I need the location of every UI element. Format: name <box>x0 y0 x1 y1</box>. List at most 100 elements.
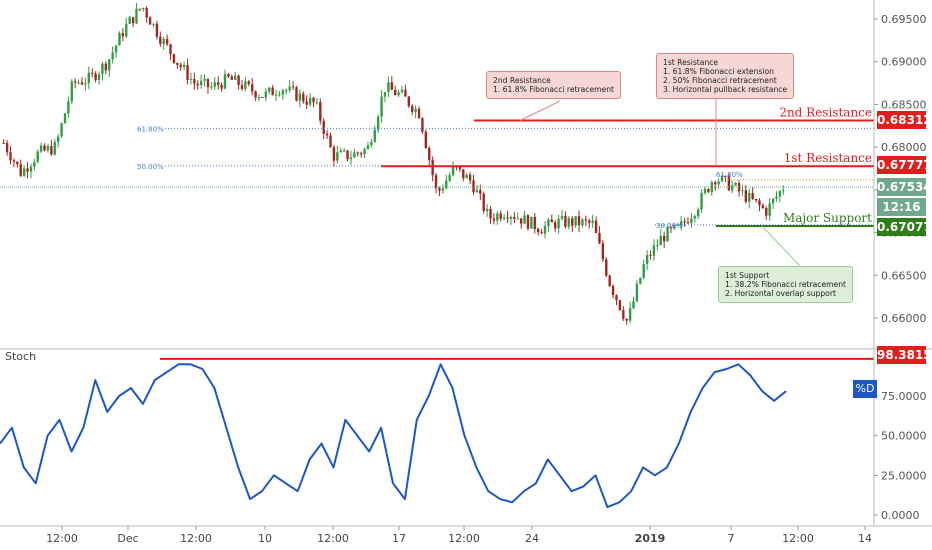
candle-body <box>114 45 118 53</box>
candle-body <box>97 74 101 81</box>
candle-body <box>108 59 111 71</box>
candle-body <box>482 193 485 212</box>
time-tick-label: 7 <box>728 532 735 545</box>
stoch-title: Stoch <box>5 350 36 363</box>
candle-body <box>611 286 615 296</box>
candle-body <box>373 129 376 142</box>
candle-body <box>179 64 182 68</box>
candle-body <box>434 175 438 189</box>
candle-body <box>196 83 199 86</box>
candle-body <box>121 33 125 37</box>
candle-body <box>567 218 571 227</box>
candle-body <box>26 168 29 172</box>
price-tick-label: 0.68500 <box>881 98 927 111</box>
candle-body <box>526 215 530 229</box>
candle-body <box>707 188 710 192</box>
candle-body <box>319 102 322 121</box>
tag-2nd-resistance: 0.68312 <box>877 111 932 129</box>
candle-body <box>441 188 445 191</box>
candle-body <box>216 82 220 85</box>
price-tick-label: 0.68000 <box>881 141 927 154</box>
candle-body <box>635 283 639 302</box>
candle-body <box>162 38 165 44</box>
candle-body <box>383 91 387 97</box>
candle-body <box>536 229 540 233</box>
candle-body <box>186 65 189 80</box>
candle-body <box>686 222 690 224</box>
candle-body <box>251 84 254 92</box>
candle-body <box>574 216 577 226</box>
candle-body <box>618 300 622 311</box>
candle-body <box>458 167 462 170</box>
candle-body <box>428 148 431 160</box>
candle-body <box>152 23 155 25</box>
candle-body <box>632 301 635 309</box>
candle-body <box>737 183 741 192</box>
level-label: Major Support <box>783 211 872 225</box>
candle-body <box>404 89 407 97</box>
candle-body <box>315 102 319 104</box>
candle-body <box>714 182 717 185</box>
price-pane[interactable]: 61.80% 50.00% 61.80% 38.20% 2nd Resistance 1s… <box>0 3 874 325</box>
candle-body <box>29 166 33 172</box>
candle-body <box>165 38 169 45</box>
candle-body <box>254 91 257 98</box>
candle-body <box>366 145 370 150</box>
candle-body <box>339 150 342 153</box>
candle-body <box>652 245 656 256</box>
candle-body <box>649 254 652 256</box>
candle-body <box>414 108 417 112</box>
candle-body <box>131 17 135 24</box>
candle-body <box>608 275 611 287</box>
stoch-tick-label: 25.0000 <box>881 469 927 482</box>
candle-body <box>669 227 673 229</box>
candle-body <box>291 86 295 88</box>
candle-body <box>199 80 203 86</box>
candle-body <box>19 164 22 176</box>
candle-body <box>588 220 591 223</box>
candle-body <box>407 96 411 106</box>
candle-body <box>87 72 91 84</box>
tag-last-price: 0.67534 <box>877 178 932 196</box>
candle-body <box>485 208 489 212</box>
candle-body <box>240 85 244 89</box>
candle-body <box>754 198 758 201</box>
candle-body <box>336 152 339 161</box>
candle-body <box>639 277 642 284</box>
candle-body <box>390 82 393 90</box>
candle-body <box>615 295 618 301</box>
candle-body <box>679 221 683 225</box>
candle-body <box>322 120 325 134</box>
candle-body <box>492 218 496 221</box>
candle-body <box>741 190 744 192</box>
candle-body <box>642 263 645 278</box>
candle-body <box>734 183 737 186</box>
candle-body <box>325 133 329 136</box>
candle-body <box>12 160 16 162</box>
candle-body <box>356 152 359 154</box>
fib-label: 38.20% <box>656 222 683 230</box>
candle-body <box>247 81 251 85</box>
annotation-1st-support: 1st Support 1. 38.2% Fibonacci retraceme… <box>718 266 854 303</box>
candle-body <box>5 143 9 153</box>
candle-body <box>690 218 693 224</box>
candle-body <box>547 219 550 226</box>
candle-body <box>543 225 547 234</box>
candle-body <box>622 310 625 319</box>
stoch-pane[interactable]: Stoch <box>0 350 874 509</box>
time-tick-label: 12:00 <box>46 532 78 545</box>
candle-body <box>751 192 754 199</box>
candle-body <box>220 84 223 89</box>
candle-body <box>605 259 608 276</box>
candle-body <box>332 147 336 161</box>
candle-body <box>758 200 761 206</box>
candle-body <box>451 166 455 176</box>
candle-body <box>169 44 172 55</box>
candle-body <box>771 198 775 204</box>
level-label: 2nd Resistance <box>779 105 872 119</box>
candle-body <box>656 245 659 247</box>
candle-body <box>39 145 43 152</box>
candle-body <box>479 190 482 194</box>
candle-body <box>346 150 349 160</box>
